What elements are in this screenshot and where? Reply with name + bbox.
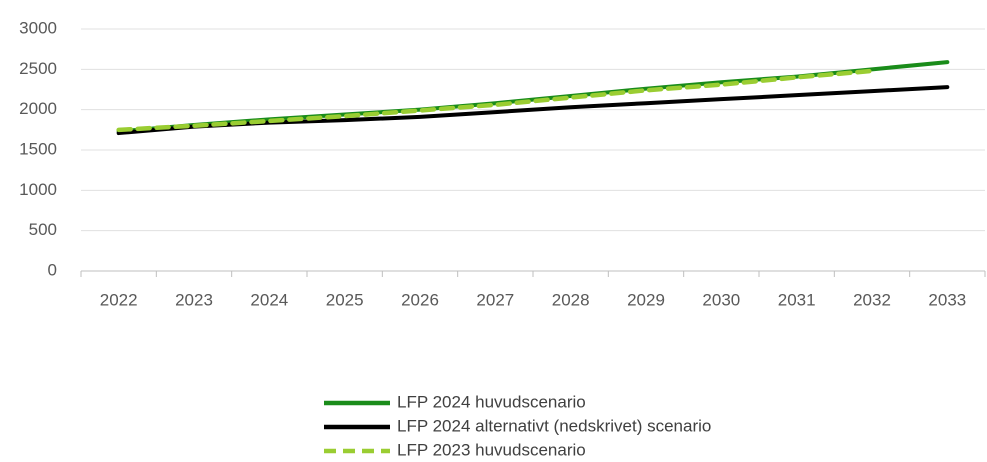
- x-tick-label: 2032: [853, 290, 891, 309]
- y-tick-label: 2000: [19, 99, 57, 118]
- x-tick-label: 2025: [326, 290, 364, 309]
- y-tick-label: 2500: [19, 59, 57, 78]
- legend-label: LFP 2024 alternativt (nedskrivet) scenar…: [397, 416, 711, 435]
- y-tick-label: 1000: [19, 180, 57, 199]
- x-tick-label: 2027: [476, 290, 514, 309]
- x-tick-label: 2028: [552, 290, 590, 309]
- y-tick-label: 1500: [19, 139, 57, 158]
- x-tick-label: 2029: [627, 290, 665, 309]
- x-tick-label: 2024: [250, 290, 288, 309]
- x-tick-label: 2022: [100, 290, 138, 309]
- y-tick-label: 500: [29, 220, 57, 239]
- x-tick-label: 2033: [928, 290, 966, 309]
- y-tick-label: 3000: [19, 18, 57, 37]
- x-tick-label: 2026: [401, 290, 439, 309]
- series-line: [116, 68, 875, 133]
- y-tick-label: 0: [48, 260, 57, 279]
- x-tick-label: 2031: [778, 290, 816, 309]
- x-tick-label: 2030: [702, 290, 740, 309]
- legend-label: LFP 2024 huvudscenario: [397, 392, 586, 411]
- legend-label: LFP 2023 huvudscenario: [397, 440, 586, 459]
- x-tick-label: 2023: [175, 290, 213, 309]
- legend: LFP 2024 huvudscenario LFP 2024 alternati…: [324, 392, 711, 459]
